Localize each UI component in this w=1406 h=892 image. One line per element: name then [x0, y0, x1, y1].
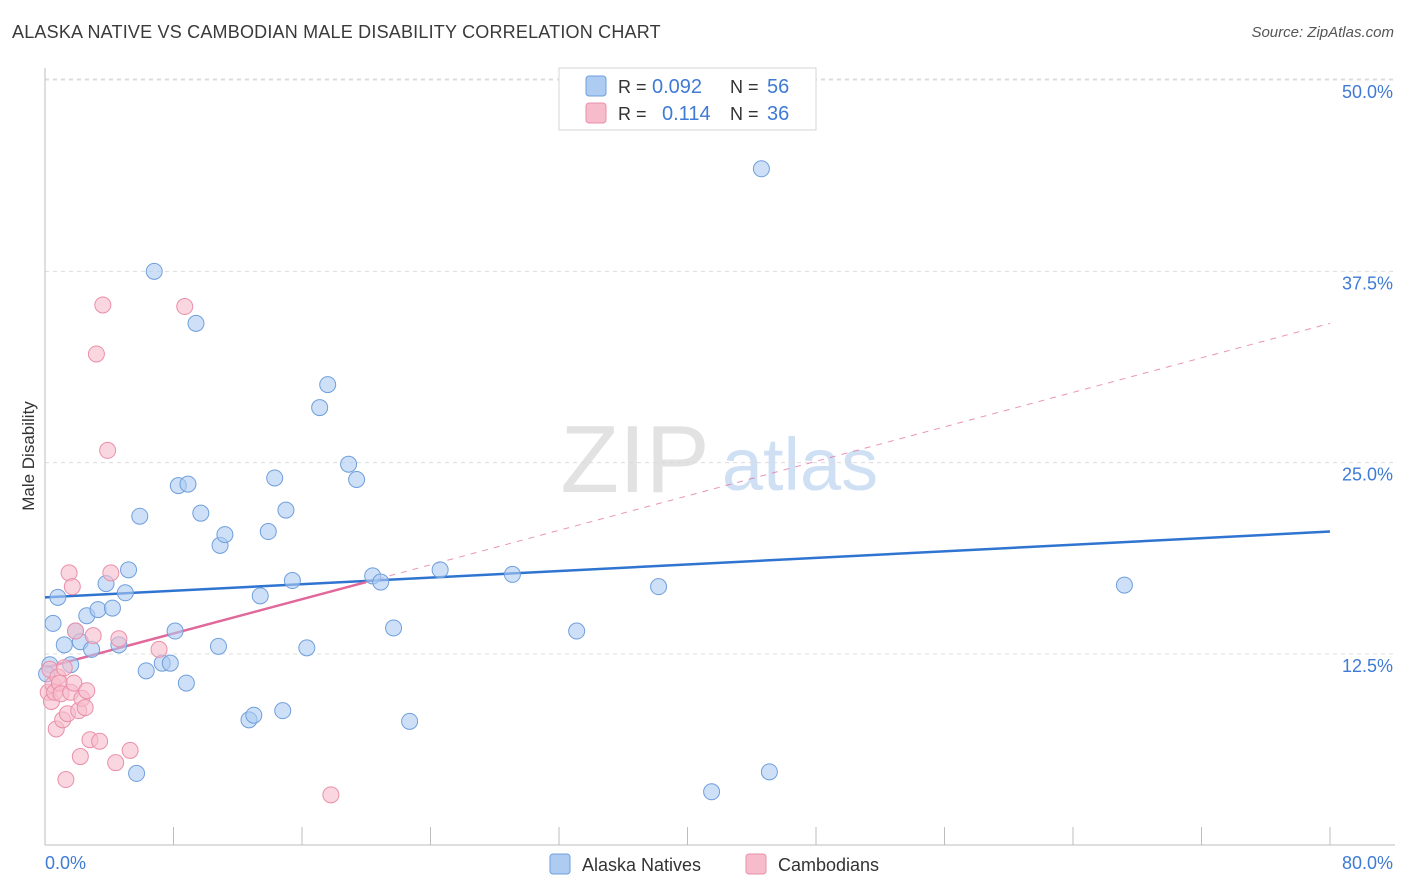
- cambodians-point: [176, 298, 194, 316]
- legend: Alaska Natives Cambodians: [549, 853, 879, 875]
- cambodians-point: [121, 741, 139, 759]
- alaska-natives-point: [385, 619, 403, 637]
- alaska-natives-point: [703, 783, 721, 801]
- alaska-natives-point: [650, 578, 668, 596]
- alaska-natives-point: [251, 587, 269, 605]
- legend-label-cambodians: Cambodians: [778, 855, 879, 875]
- cambodians-point: [94, 296, 112, 314]
- alaska-natives-point: [209, 637, 227, 655]
- cambodians-point: [55, 659, 73, 677]
- y-axis-label: Male Disability: [19, 401, 38, 511]
- alaska-natives-point: [192, 504, 210, 522]
- alaska-natives-point: [179, 475, 197, 493]
- cambodians-point: [322, 786, 340, 804]
- watermark-zip: ZIP: [560, 406, 709, 513]
- alaska-natives-point: [1115, 576, 1133, 594]
- alaska-natives-point: [319, 376, 337, 394]
- alaska-natives-point: [274, 702, 292, 720]
- cambodians-point: [99, 441, 117, 459]
- alaska-natives-point: [137, 662, 155, 680]
- y-tick-label: 50.0%: [1342, 82, 1393, 102]
- alaska-natives-point: [259, 523, 277, 541]
- alaska-natives-point: [348, 471, 366, 489]
- alaska-natives-point: [120, 561, 138, 579]
- cambodians-point: [71, 748, 89, 766]
- stats-r-label: R =: [618, 104, 647, 124]
- cambodians-point: [84, 627, 102, 645]
- cambodians-point: [63, 578, 81, 596]
- alaska-natives-point: [752, 160, 770, 178]
- alaska-natives-point: [161, 654, 179, 672]
- alaska-natives-point: [340, 455, 358, 473]
- alaska-natives-point: [760, 763, 778, 781]
- stats-n-value: 56: [767, 76, 789, 98]
- alaska-natives-point: [131, 507, 149, 525]
- source-label: Source: ZipAtlas.com: [1251, 24, 1394, 41]
- alaska-natives-point: [187, 314, 205, 332]
- y-tick-label: 12.5%: [1342, 656, 1393, 676]
- alaska-natives-trend-line: [44, 530, 1331, 599]
- cambodians-point: [91, 732, 109, 750]
- cambodians-point: [65, 674, 83, 692]
- alaska-natives-point: [116, 584, 134, 602]
- cambodians-point: [150, 640, 168, 658]
- chart-title: ALASKA NATIVE VS CAMBODIAN MALE DISABILI…: [12, 22, 661, 42]
- stats-r-label: R =: [618, 77, 647, 97]
- cambodians-point: [76, 699, 94, 717]
- alaska-natives-point: [372, 573, 390, 591]
- stats-n-label: N =: [730, 77, 759, 97]
- stats-n-label: N =: [730, 104, 759, 124]
- watermark-atlas: atlas: [722, 423, 878, 506]
- x-tick-label: 0.0%: [45, 853, 86, 873]
- stats-swatch-pink: [585, 102, 607, 124]
- cambodians-point: [57, 771, 75, 789]
- cambodians-point: [107, 754, 125, 772]
- y-tick-label: 37.5%: [1342, 273, 1393, 293]
- cambodians-point: [110, 630, 128, 648]
- stats-r-value: 0.114: [662, 103, 711, 125]
- cambodians-trend-extension: [366, 322, 1331, 583]
- alaska-natives-point: [401, 712, 419, 730]
- legend-swatch-cambodians: [745, 853, 767, 875]
- alaska-natives-point: [431, 561, 449, 579]
- alaska-natives-point: [311, 399, 329, 417]
- alaska-natives-point: [245, 706, 263, 724]
- stats-r-value: 0.092: [652, 76, 702, 98]
- alaska-natives-point: [277, 501, 295, 519]
- stats-n-value: 36: [767, 103, 789, 125]
- x-tick-label: 80.0%: [1342, 853, 1393, 873]
- alaska-natives-point: [266, 469, 284, 487]
- alaska-natives-point: [89, 601, 107, 619]
- alaska-natives-point: [216, 526, 234, 544]
- cambodians-point: [78, 682, 96, 700]
- alaska-natives-point: [44, 614, 62, 632]
- alaska-natives-point: [55, 636, 73, 654]
- stats-box: R = 0.092 N = 56 R = 0.114 N = 36: [558, 67, 817, 131]
- cambodians-point: [67, 622, 85, 640]
- cambodians-point: [60, 564, 78, 582]
- alaska-natives-point: [49, 588, 67, 606]
- cambodians-point: [102, 564, 120, 582]
- alaska-natives-point: [177, 674, 195, 692]
- axes: 12.5% 25.0% 37.5% 50.0% 0.0% 80.0%: [44, 68, 1395, 873]
- legend-swatch-alaska-natives: [549, 853, 571, 875]
- alaska-natives-point: [298, 639, 316, 657]
- alaska-natives-point: [166, 622, 184, 640]
- alaska-natives-point: [128, 764, 146, 782]
- legend-label-alaska-natives: Alaska Natives: [582, 855, 701, 875]
- y-tick-label: 25.0%: [1342, 465, 1393, 485]
- alaska-natives-point: [145, 262, 163, 280]
- data-points: [38, 160, 1133, 804]
- grid: [45, 78, 1395, 655]
- stats-swatch-blue: [585, 75, 607, 97]
- alaska-natives-point: [283, 572, 301, 590]
- cambodians-point: [87, 345, 105, 363]
- alaska-natives-point: [568, 622, 586, 640]
- alaska-natives-point: [103, 599, 121, 617]
- alaska-natives-point: [503, 565, 521, 583]
